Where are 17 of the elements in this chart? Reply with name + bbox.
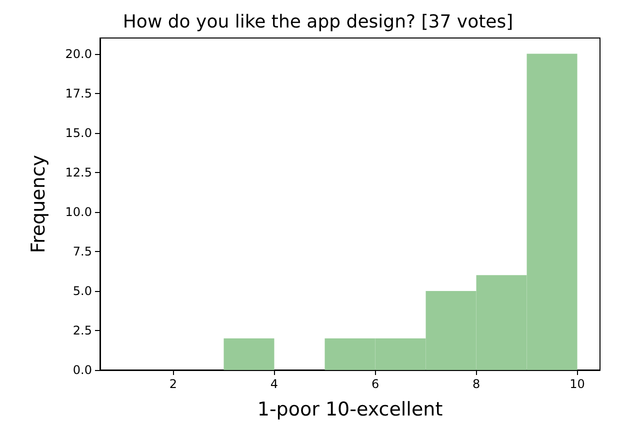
x-tick-label: 2 <box>169 377 178 391</box>
y-axis-title: Frequency <box>28 154 50 254</box>
y-tick-label: 7.5 <box>72 244 92 258</box>
y-tick-label: 20.0 <box>65 46 92 61</box>
x-tick-label: 10 <box>570 377 585 391</box>
y-tick-label: 0.0 <box>72 363 92 377</box>
y-tick-label: 10.0 <box>65 204 92 219</box>
x-tick-label: 6 <box>371 377 380 391</box>
y-tick-label: 12.5 <box>65 165 92 180</box>
y-tick-label: 17.5 <box>65 86 92 100</box>
x-tick-label: 8 <box>472 377 480 391</box>
y-tick-label: 15.0 <box>65 126 92 140</box>
y-tick-label: 2.5 <box>72 323 92 338</box>
y-tick-label: 5.0 <box>72 284 92 298</box>
x-tick-label: 4 <box>270 377 278 391</box>
x-axis-title: 1-poor 10-excellent <box>257 398 443 420</box>
chart-title: How do you like the app design? [37 votes] <box>122 12 514 32</box>
